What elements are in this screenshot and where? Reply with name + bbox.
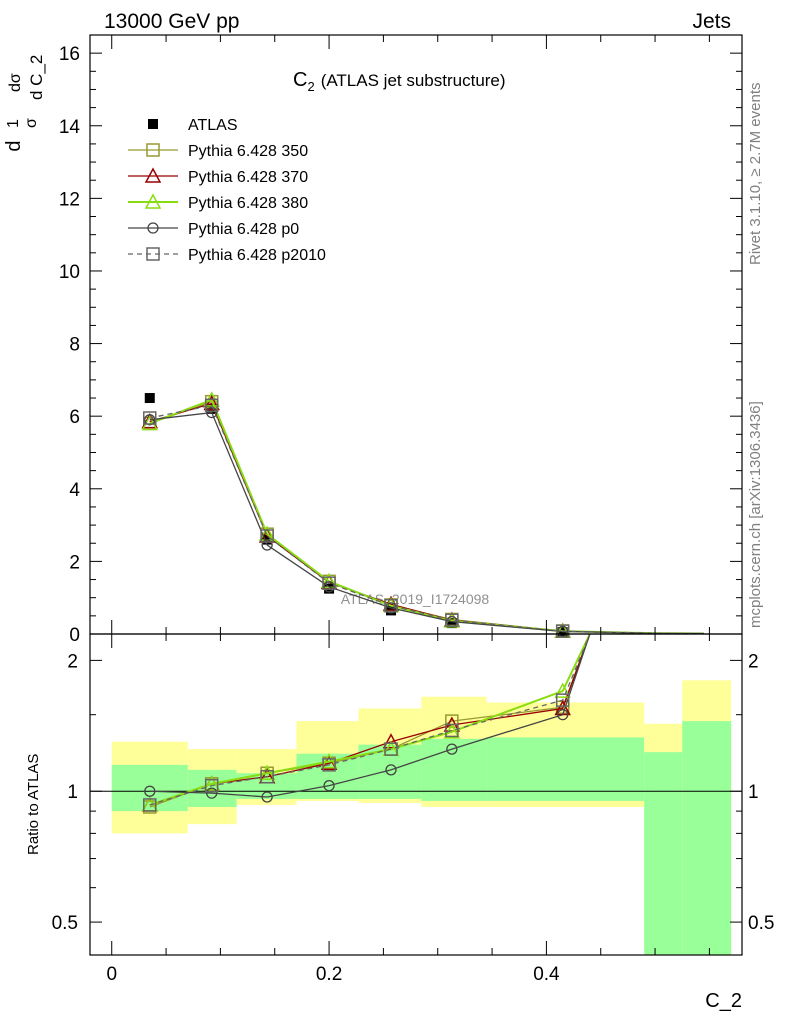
legend-marker-350	[146, 143, 160, 157]
ytick-label-0: 0	[69, 625, 80, 646]
point-p2010-2	[260, 529, 274, 543]
ratio-uncertainty-bands	[90, 680, 742, 955]
point-p0-1	[206, 406, 218, 419]
legend-label-p2010: Pythia 6.428 p2010	[188, 247, 326, 264]
xtick-label-1: 0.2	[316, 964, 342, 985]
ratio-point-p0-0	[144, 785, 156, 797]
band-inner-0	[111, 764, 188, 812]
point-p0-2	[261, 539, 273, 551]
ratio-line-p0	[149, 633, 591, 798]
point-ATLAS-6	[557, 627, 568, 638]
legend-label-350: Pythia 6.428 350	[188, 143, 308, 160]
legend-label-380: Pythia 6.428 380	[188, 195, 308, 212]
ytick-label-7: 14	[59, 117, 81, 138]
point-p2010-5	[445, 613, 459, 627]
title-symbol: C	[293, 69, 307, 91]
legend-marker-370	[144, 167, 162, 183]
ratio-point-p2010-1	[204, 778, 219, 793]
title-text: (ATLAS jet substructure)	[321, 71, 506, 90]
title-subscript: 2	[307, 79, 314, 94]
point-p0-3	[323, 581, 335, 593]
point-p2010-3	[322, 576, 336, 590]
ylabel-sigma: σ	[23, 118, 40, 128]
ytick-label-5: 10	[59, 262, 80, 283]
ratio-ytick-label-2: 2	[67, 651, 78, 672]
legend-marker-380	[144, 193, 162, 209]
ratio-point-380-1	[203, 775, 220, 791]
ratio-point-p0-6	[557, 709, 569, 721]
ratio-point-p0-3	[323, 780, 335, 792]
point-p0-0	[144, 414, 156, 426]
x-axis-label: C_2	[705, 990, 742, 1012]
legend-marker-p2010	[146, 247, 160, 261]
point-p0-4	[385, 602, 397, 614]
ylabel-dsigma: dσ	[7, 73, 24, 92]
ratio-ytick-label-right-0: 0.5	[748, 913, 774, 934]
header-right: Jets	[692, 10, 731, 33]
ratio-point-p0-2	[261, 791, 273, 803]
ratio-point-p2010-2	[260, 769, 274, 784]
xtick-label-2: 0.4	[533, 964, 560, 985]
ytick-label-1: 2	[69, 552, 80, 573]
ylabel-d1: d	[3, 140, 25, 151]
point-p2010-6	[555, 624, 570, 638]
band-inner-8	[682, 721, 732, 955]
xtick-label-0: 0	[106, 964, 117, 985]
ytick-label-3: 6	[69, 407, 80, 428]
point-370-1	[203, 394, 220, 411]
y-axis-label-main: d 1 σ dσ d C_2	[3, 55, 46, 152]
header-left: 13000 GeV pp	[104, 10, 239, 33]
legend-label-ATLAS: ATLAS	[188, 117, 238, 134]
y-axis-label-ratio: Ratio to ATLAS	[25, 754, 42, 855]
ratio-point-370-4	[382, 733, 400, 749]
ratio-point-p0-5	[446, 743, 458, 755]
ratio-point-380-2	[258, 764, 276, 780]
main-series	[141, 391, 704, 638]
ytick-label-8: 16	[59, 44, 80, 65]
ratio-frame	[89, 633, 743, 956]
ratio-point-p2010-4	[384, 742, 398, 756]
ytick-label-4: 8	[69, 335, 80, 356]
ratio-line-p2010	[149, 633, 591, 806]
ytick-label-6: 12	[59, 189, 80, 210]
ratio-point-p2010-0	[143, 798, 157, 812]
ratio-point-350-5	[445, 714, 459, 728]
legend-label-370: Pythia 6.428 370	[188, 169, 308, 186]
legend-marker-p0	[147, 222, 159, 234]
chart-title: C2 (ATLAS jet substructure)	[293, 69, 506, 94]
ratio-point-p0-4	[385, 764, 397, 776]
ratio-point-p0-1	[206, 787, 218, 799]
ratio-ytick-label-0: 0.5	[52, 913, 78, 934]
point-p2010-1	[204, 398, 219, 413]
ratio-ytick-label-1: 1	[67, 782, 78, 803]
point-p2010-4	[384, 598, 398, 613]
side-label-bottom: mcplots.cern.ch [arXiv:1306.3436]	[747, 401, 764, 628]
ylabel-dvar: d C_2	[27, 55, 46, 100]
side-label-top: Rivet 3.1.10, ≥ 2.7M events	[747, 83, 764, 266]
ratio-line-380	[149, 633, 591, 806]
svg-text:C2(ATLAS jet substructure): C2 (ATLAS jet substructure)	[293, 69, 506, 94]
band-inner-6	[486, 737, 645, 801]
point-ATLAS-0	[144, 393, 155, 404]
ratio-ytick-label-right-1: 1	[748, 782, 759, 803]
ratio-point-p2010-5	[445, 723, 459, 738]
ytick-label-2: 4	[69, 480, 80, 501]
legend-marker-ATLAS	[148, 119, 158, 129]
point-p2010-0	[143, 411, 157, 425]
point-ATLAS-5	[446, 618, 457, 629]
ratio-point-p2010-3	[322, 758, 336, 772]
line-p2010	[149, 404, 704, 635]
ratio-ytick-label-right-2: 2	[748, 651, 759, 672]
ratio-point-p2010-6	[555, 693, 570, 707]
band-inner-5	[421, 738, 487, 801]
legend: ATLAS Pythia 6.428 350 Pythia 6.428 370 Pyt…	[128, 117, 326, 264]
line-p0	[149, 411, 704, 635]
ratio-point-380-3	[320, 753, 338, 769]
ylabel-one: 1	[5, 119, 22, 128]
band-inner-7	[644, 752, 683, 955]
ratio-series	[141, 633, 591, 814]
legend-label-p0: Pythia 6.428 p0	[188, 221, 299, 238]
